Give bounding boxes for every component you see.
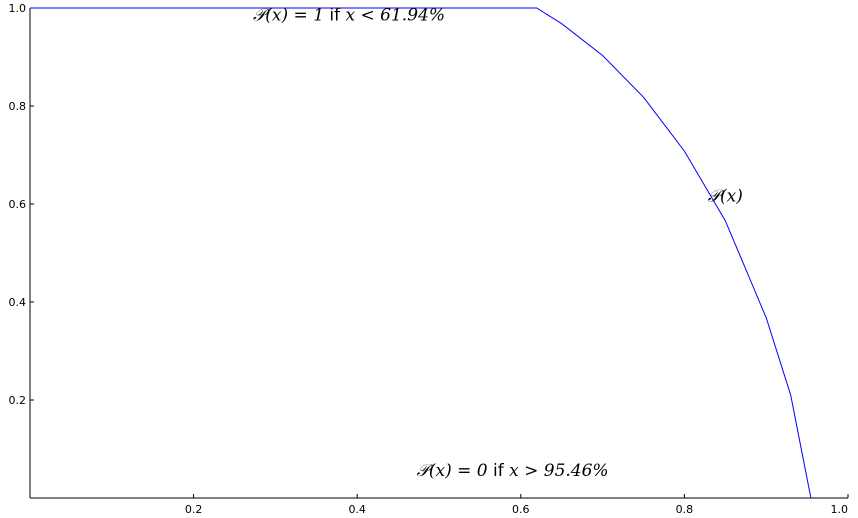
x-axis-ticks: 0.2 0.4 0.6 0.8 1.0 xyxy=(185,494,849,516)
annotation-label: 𝒫(x) = 1 if x < 61.94% xyxy=(253,5,445,25)
y-tick-label: 1.0 xyxy=(9,2,27,15)
x-tick-label: 1.0 xyxy=(831,503,849,516)
x-tick-label: 0.8 xyxy=(676,503,694,516)
y-tick-label: 0.2 xyxy=(9,394,27,407)
x-tick-label: 0.6 xyxy=(512,503,530,516)
y-axis-ticks: 0.2 0.4 0.6 0.8 1.0 xyxy=(9,2,34,407)
y-tick-label: 0.4 xyxy=(9,296,27,309)
annotation-label: 𝒫(x) xyxy=(708,187,743,207)
x-tick-label: 0.4 xyxy=(348,503,366,516)
x-tick-label: 0.2 xyxy=(185,503,203,516)
y-tick-label: 0.6 xyxy=(9,198,27,211)
annotations: 𝒫(x) = 1 if x < 61.94% 𝒫(x) 𝒫(x) = 0 if x … xyxy=(253,5,743,481)
series-line xyxy=(30,7,812,499)
annotation-label: 𝒫(x) = 0 if x > 95.46% xyxy=(417,461,609,481)
series-layer xyxy=(30,7,812,499)
y-tick-label: 0.8 xyxy=(9,100,27,113)
